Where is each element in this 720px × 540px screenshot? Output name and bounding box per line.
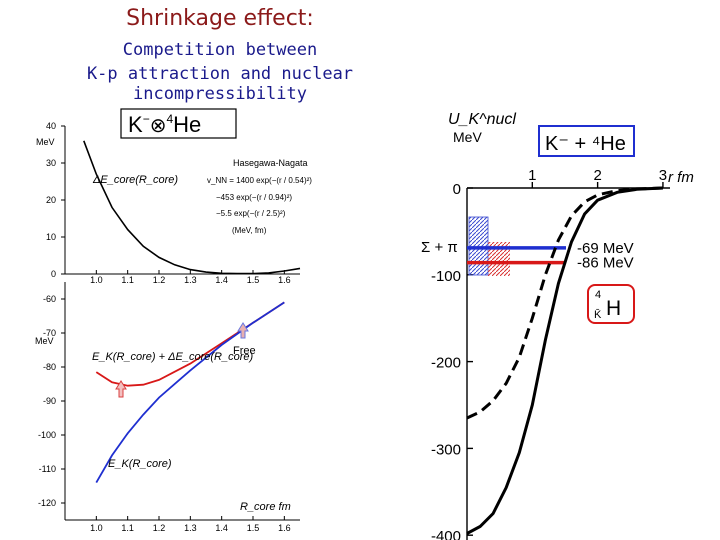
lt-x-ticks: 1.0 1.1 1.2 1.3 1.4 1.5 1.6 — [90, 270, 291, 285]
page-title: Shrinkage effect: — [126, 6, 314, 31]
rp-x-tick-label: 1 — [528, 167, 536, 184]
lb-y-tick-label: -120 — [38, 498, 56, 508]
lb-x-tick-label: 1.6 — [278, 523, 291, 533]
lb-x-label: R_core fm — [240, 501, 291, 513]
lb-y-tick-label: -110 — [39, 464, 56, 474]
rp-hyper-kbar: K̄ — [594, 308, 602, 321]
lb-blue-curve — [95, 301, 285, 484]
rp-red-hatch — [488, 242, 510, 276]
lt-vnn-line1: v_NN = 1400 exp(−(r / 0.54)²) — [207, 176, 312, 185]
rp-hyper-symbol: H — [606, 297, 621, 320]
page-subtitle-line2: K-p attraction and nuclear incompressibi… — [86, 64, 354, 104]
lb-y-tick-label: -80 — [43, 362, 56, 372]
lb-x-tick-label: 1.0 — [90, 523, 103, 533]
lt-delta-e-curve — [83, 140, 301, 275]
lb-y-tick-label: -60 — [43, 294, 56, 304]
rp-y-tick-label: 0 — [453, 181, 461, 198]
left-top-panel: 0 10 20 30 40 1.0 1.1 1.2 1.3 1.4 1.5 1.6 MeV K−⊗4… — [36, 108, 312, 285]
rp-y-unit: MeV — [453, 129, 482, 145]
lt-author: Hasegawa-Nagata — [233, 158, 308, 168]
lt-x-tick-label: 1.2 — [153, 275, 166, 285]
rp-x-tick-label: 2 — [593, 167, 601, 184]
lb-x-tick-label: 1.1 — [121, 523, 134, 533]
lb-x-tick-label: 1.2 — [153, 523, 166, 533]
lt-units: (MeV, fm) — [232, 226, 267, 235]
rp-box-label: K⁻ + ⁴He — [545, 133, 626, 155]
left-bottom-panel: -60 -70 -80 -90 -100 -110 -120 1.0 1.1 1.2 1.3 1.4… — [35, 282, 300, 533]
lt-x-tick-label: 1.3 — [184, 275, 197, 285]
lb-x-tick-label: 1.5 — [247, 523, 260, 533]
lb-x-ticks: 1.0 1.1 1.2 1.3 1.4 1.5 1.6 — [90, 516, 291, 533]
lb-free-label: Free — [233, 345, 256, 357]
lt-y-tick-label: 40 — [46, 121, 56, 131]
rp-threshold-label: Σ + π — [421, 239, 458, 256]
lt-box — [120, 108, 237, 139]
rp-blue-hatch — [468, 216, 489, 276]
lt-vnn-line2: −453 exp(−(r / 0.94)²) — [216, 193, 292, 202]
lt-y-tick-label: 20 — [46, 195, 56, 205]
rp-x-ticks: 1 2 3 — [528, 167, 667, 188]
lt-x-tick-label: 1.6 — [278, 275, 291, 285]
lt-y-tick-label: 30 — [46, 158, 56, 168]
lb-red-curve — [95, 301, 285, 387]
rp-y-ticks: 0 -100 -200 -300 -400 — [431, 181, 473, 540]
lt-y-unit: MeV — [36, 137, 55, 147]
lt-x-tick-label: 1.4 — [215, 275, 228, 285]
rp-x-label: r fm — [668, 169, 694, 186]
lt-y-tick-label: 0 — [51, 269, 56, 279]
lt-vnn-line3: −5.5 exp(−(r / 2.5)²) — [216, 209, 286, 218]
rp-y-label: U_K^nucl — [448, 111, 516, 128]
page-subtitle-line1: Competition between — [122, 40, 318, 60]
lb-x-tick-label: 1.3 — [184, 523, 197, 533]
rp-dashed-curve — [466, 186, 663, 420]
rp-y-tick-label: -400 — [431, 528, 461, 540]
lb-x-tick-label: 1.4 — [215, 523, 228, 533]
rp-hyper-mass: 4 — [595, 289, 601, 301]
lb-y-ticks: -60 -70 -80 -90 -100 -110 -120 — [38, 294, 65, 508]
lb-y-tick-label: -90 — [43, 396, 56, 406]
lt-x-tick-label: 1.5 — [247, 275, 260, 285]
free-arrow-icon — [237, 322, 249, 339]
rp-level-blue-label: -69 MeV — [577, 240, 634, 257]
lt-curve-label: ΔE_core(R_core) — [92, 174, 178, 186]
lb-y-tick-label: -70 — [43, 328, 56, 338]
lt-y-tick-label: 10 — [46, 232, 56, 242]
lt-box-label: K−⊗4He — [128, 112, 201, 137]
lt-x-tick-label: 1.0 — [90, 275, 103, 285]
lt-y-ticks: 0 10 20 30 40 — [46, 121, 65, 279]
min-arrow-icon — [115, 380, 127, 398]
rp-y-tick-label: -300 — [431, 441, 461, 458]
rp-x-tick-label: 3 — [659, 167, 667, 184]
rp-level-red-label: -86 MeV — [577, 255, 634, 272]
rp-y-tick-label: -100 — [431, 268, 461, 285]
lb-blue-label: E_K(R_core) — [108, 458, 172, 470]
lt-x-tick-label: 1.1 — [121, 275, 134, 285]
lb-y-tick-label: -100 — [38, 430, 56, 440]
rp-solid-curve — [466, 186, 663, 535]
rp-y-tick-label: -200 — [431, 355, 461, 372]
lb-y-unit: MeV — [35, 336, 54, 346]
rp-box — [538, 125, 635, 157]
lb-red-label: E_K(R_core) + ΔE_core(R_core) — [92, 351, 253, 363]
rp-hypernucleus-box — [587, 284, 635, 324]
